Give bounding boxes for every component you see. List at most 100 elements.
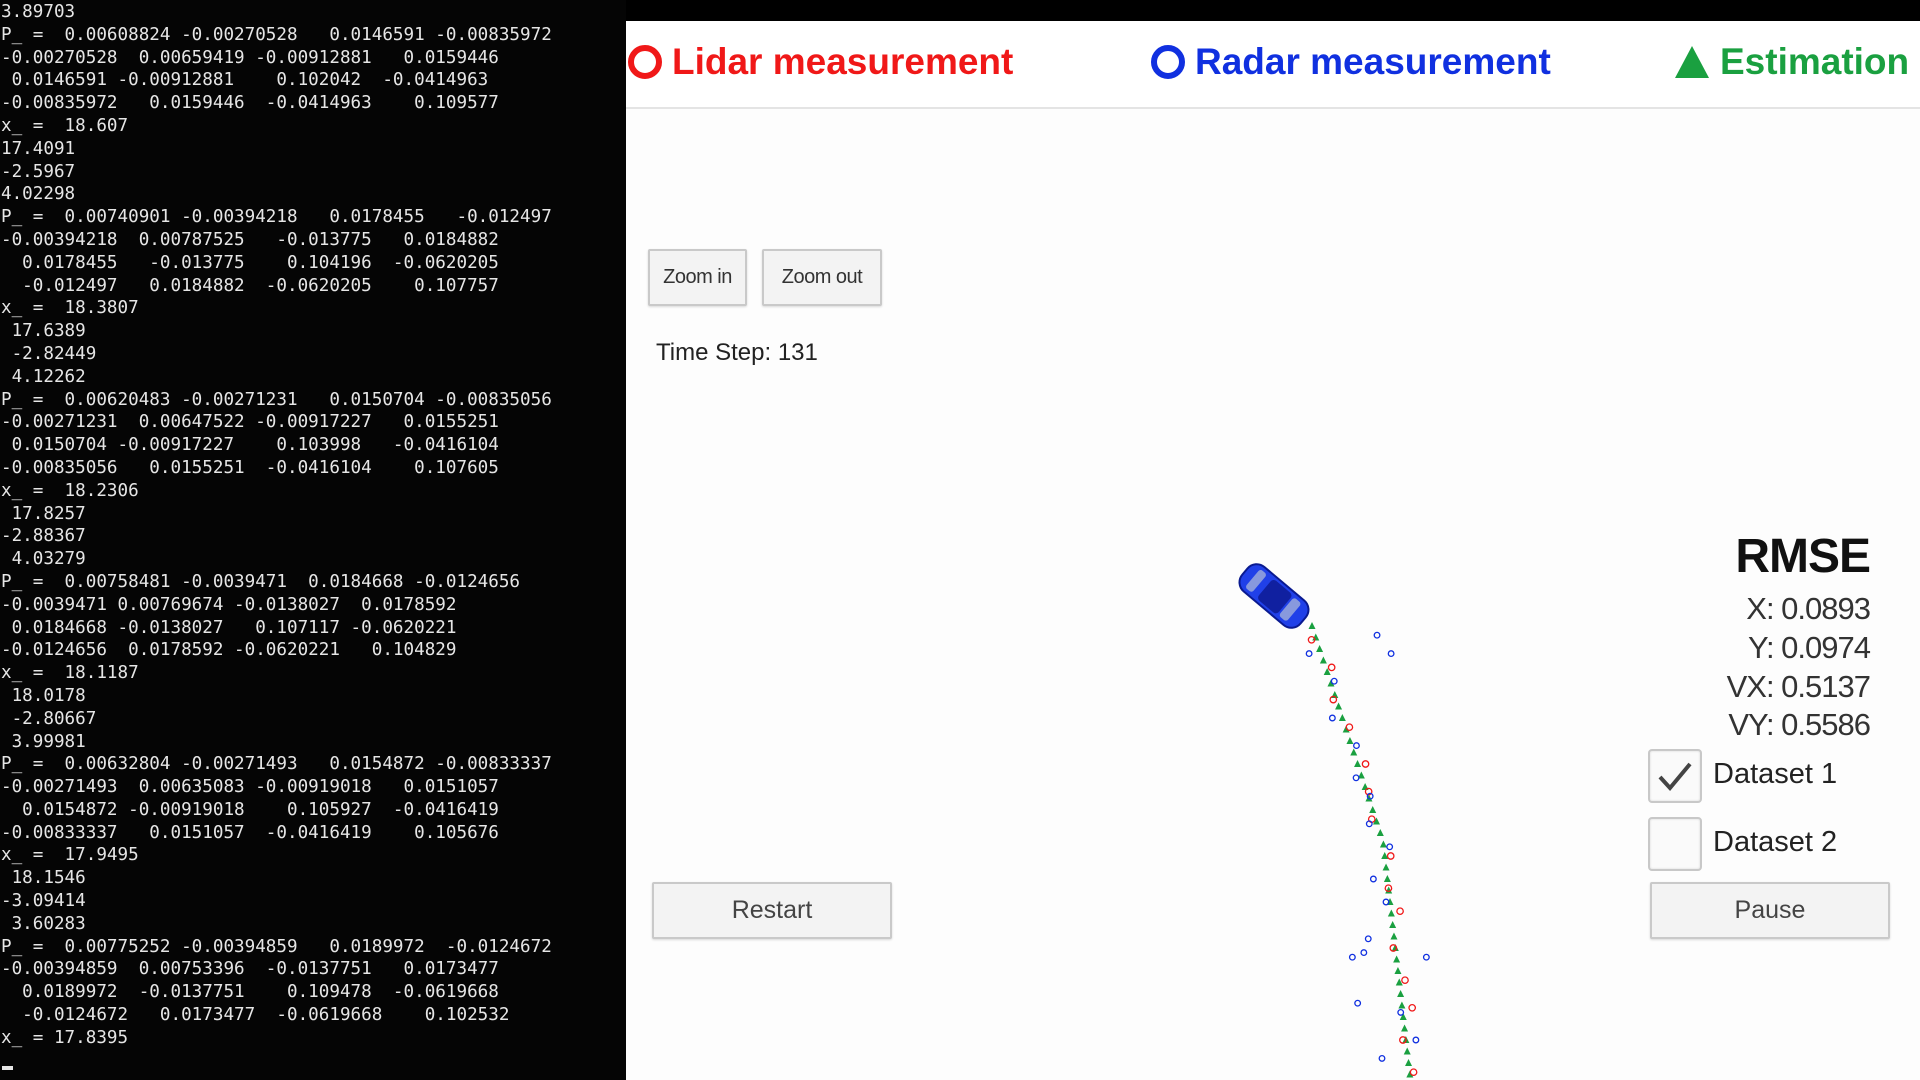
- estimation-marker: [1346, 737, 1354, 744]
- estimation-marker: [1395, 978, 1403, 986]
- terminal-line: x_ = 17.8395: [1, 1027, 129, 1048]
- estimation-marker: [1308, 622, 1316, 629]
- terminal-line: -0.0124672 0.0173477 -0.0619668 0.102532: [1, 1005, 510, 1026]
- rmse-y-value: Y: 0.0974: [1747, 630, 1871, 665]
- terminal-line: -2.82449: [1, 343, 97, 364]
- legend-radar-label: Radar measurement: [1195, 41, 1551, 82]
- estimation-marker: [1397, 990, 1405, 997]
- legend-bar: Lidar measurement Radar measurement Esti…: [626, 21, 1920, 109]
- estimation-marker: [1350, 748, 1358, 756]
- estimation-marker: [1389, 921, 1397, 928]
- radar-marker: [1378, 1054, 1386, 1062]
- lidar-marker: [1307, 635, 1316, 644]
- estimation-marker: [1403, 1047, 1411, 1055]
- terminal-line: -0.00394859 0.00753396 -0.0137751 0.0173…: [1, 959, 499, 980]
- dataset-2-label: Dataset 2: [1713, 826, 1838, 858]
- legend-estimation-label: Estimation: [1720, 41, 1910, 82]
- rmse-title: RMSE: [1735, 530, 1871, 583]
- terminal-line: -2.80667: [1, 708, 97, 729]
- terminal-line: -0.0124656 0.0178592 -0.0620221 0.104829: [1, 640, 457, 661]
- terminal-line: -3.09414: [1, 891, 86, 912]
- terminal-line: 3.60283: [1, 913, 86, 934]
- radar-marker: [1360, 949, 1368, 957]
- radar-marker: [1328, 714, 1336, 722]
- estimation-marker: [1394, 967, 1402, 974]
- terminal-line: -0.00394218 0.00787525 -0.013775 0.01848…: [1, 229, 499, 250]
- window-top-strip: [626, 0, 1920, 21]
- estimation-marker: [1373, 817, 1381, 825]
- lidar-marker: [1401, 976, 1409, 985]
- estimation-marker: [1338, 714, 1346, 721]
- terminal-line: -2.88367: [1, 526, 86, 547]
- rmse-vy-value: VY: 0.5586: [1728, 707, 1871, 742]
- terminal-line: P_ = 0.00758481 -0.0039471 0.0184668 -0.…: [1, 571, 521, 592]
- lidar-marker: [1329, 695, 1338, 704]
- zoom-in-button[interactable]: Zoom in: [648, 249, 747, 306]
- lidar-marker: [1396, 907, 1404, 916]
- terminal-line: -2.5967: [1, 161, 76, 182]
- estimation-marker: [1383, 875, 1391, 882]
- lidar-circle-icon: [628, 45, 662, 79]
- terminal-line: 0.0184668 -0.0138027 0.107117 -0.0620221: [1, 617, 457, 638]
- lidar-marker: [1399, 1036, 1407, 1044]
- terminal-line: 18.1546: [1, 868, 86, 889]
- dataset-1-label: Dataset 1: [1713, 758, 1838, 790]
- terminal-line: -0.0039471 0.00769674 -0.0138027 0.01785…: [1, 594, 457, 615]
- radar-marker: [1354, 999, 1362, 1007]
- pause-button[interactable]: Pause: [1650, 882, 1890, 939]
- estimation-marker: [1387, 909, 1395, 917]
- radar-circle-icon: [1151, 45, 1185, 79]
- radar-marker: [1422, 953, 1430, 961]
- terminal-line: P_ = 0.00632804 -0.00271493 0.0154872 -0…: [1, 754, 552, 775]
- rmse-x-value: X: 0.0893: [1746, 591, 1871, 626]
- terminal-line: P_ = 0.00620483 -0.00271231 0.0150704 -0…: [1, 389, 552, 410]
- terminal-line: -0.00270528 0.00659419 -0.00912881 0.015…: [1, 47, 499, 68]
- terminal-line: 0.0146591 -0.00912881 0.102042 -0.041496…: [1, 70, 489, 91]
- estimation-marker: [1335, 702, 1343, 710]
- terminal-line: P_ = 0.00740901 -0.00394218 0.0178455 -0…: [1, 207, 552, 228]
- terminal-line: 3.99981: [1, 731, 86, 752]
- estimation-marker: [1401, 1024, 1409, 1032]
- terminal-line: 0.0189972 -0.0137751 0.109478 -0.0619668: [1, 982, 499, 1003]
- radar-marker: [1397, 1008, 1405, 1016]
- terminal-line: x_ = 18.607: [1, 115, 129, 136]
- radar-marker: [1412, 1036, 1420, 1044]
- lidar-marker: [1364, 787, 1373, 796]
- radar-marker: [1369, 875, 1377, 883]
- restart-button[interactable]: Restart: [652, 882, 892, 939]
- terminal-line: P_ = 0.00775252 -0.00394859 0.0189972 -0…: [1, 936, 552, 957]
- radar-marker: [1386, 843, 1394, 851]
- legend-lidar: Lidar measurement: [626, 39, 1013, 85]
- terminal-line: 0.0154872 -0.00919018 0.105927 -0.041641…: [1, 799, 499, 820]
- radar-marker: [1352, 774, 1360, 782]
- estimation-marker: [1376, 829, 1384, 836]
- terminal-cursor: [2, 1066, 13, 1070]
- terminal-line: -0.00833337 0.0151057 -0.0416419 0.10567…: [1, 822, 499, 843]
- terminal-line: -0.00835056 0.0155251 -0.0416104 0.10760…: [1, 457, 499, 478]
- radar-marker: [1364, 935, 1372, 943]
- radar-marker: [1387, 650, 1395, 658]
- radar-marker: [1382, 898, 1390, 906]
- terminal-line: -0.00835972 0.0159446 -0.0414963 0.10957…: [1, 93, 499, 114]
- estimation-marker: [1319, 656, 1327, 664]
- dataset-2-checkbox[interactable]: [1648, 817, 1702, 871]
- terminal-output: 3.89703 P_ = 0.00608824 -0.00270528 0.014…: [0, 0, 626, 1080]
- lidar-marker: [1409, 1068, 1418, 1077]
- terminal-line: 0.0178455 -0.013775 0.104196 -0.0620205: [1, 252, 499, 273]
- estimation-marker: [1405, 1059, 1413, 1066]
- lidar-marker: [1384, 884, 1393, 893]
- radar-marker: [1330, 677, 1338, 685]
- estimation-triangle-icon: [1675, 46, 1709, 78]
- lidar-marker: [1327, 663, 1336, 672]
- trajectory-plot: [1238, 563, 1430, 1078]
- zoom-out-button[interactable]: Zoom out: [762, 249, 882, 306]
- terminal-line: 18.0178: [1, 685, 86, 706]
- dataset-1-checkbox[interactable]: [1648, 749, 1702, 803]
- estimation-marker: [1379, 840, 1387, 848]
- radar-marker: [1373, 631, 1381, 639]
- terminal-line: P_ = 0.00608824 -0.00270528 0.0146591 -0…: [1, 24, 552, 45]
- terminal-line: 17.8257: [1, 503, 86, 524]
- rmse-vx-value: VX: 0.5137: [1726, 669, 1871, 704]
- terminal-lines: 3.89703 P_ = 0.00608824 -0.00270528 0.014…: [1, 1, 626, 1050]
- radar-marker: [1348, 953, 1356, 961]
